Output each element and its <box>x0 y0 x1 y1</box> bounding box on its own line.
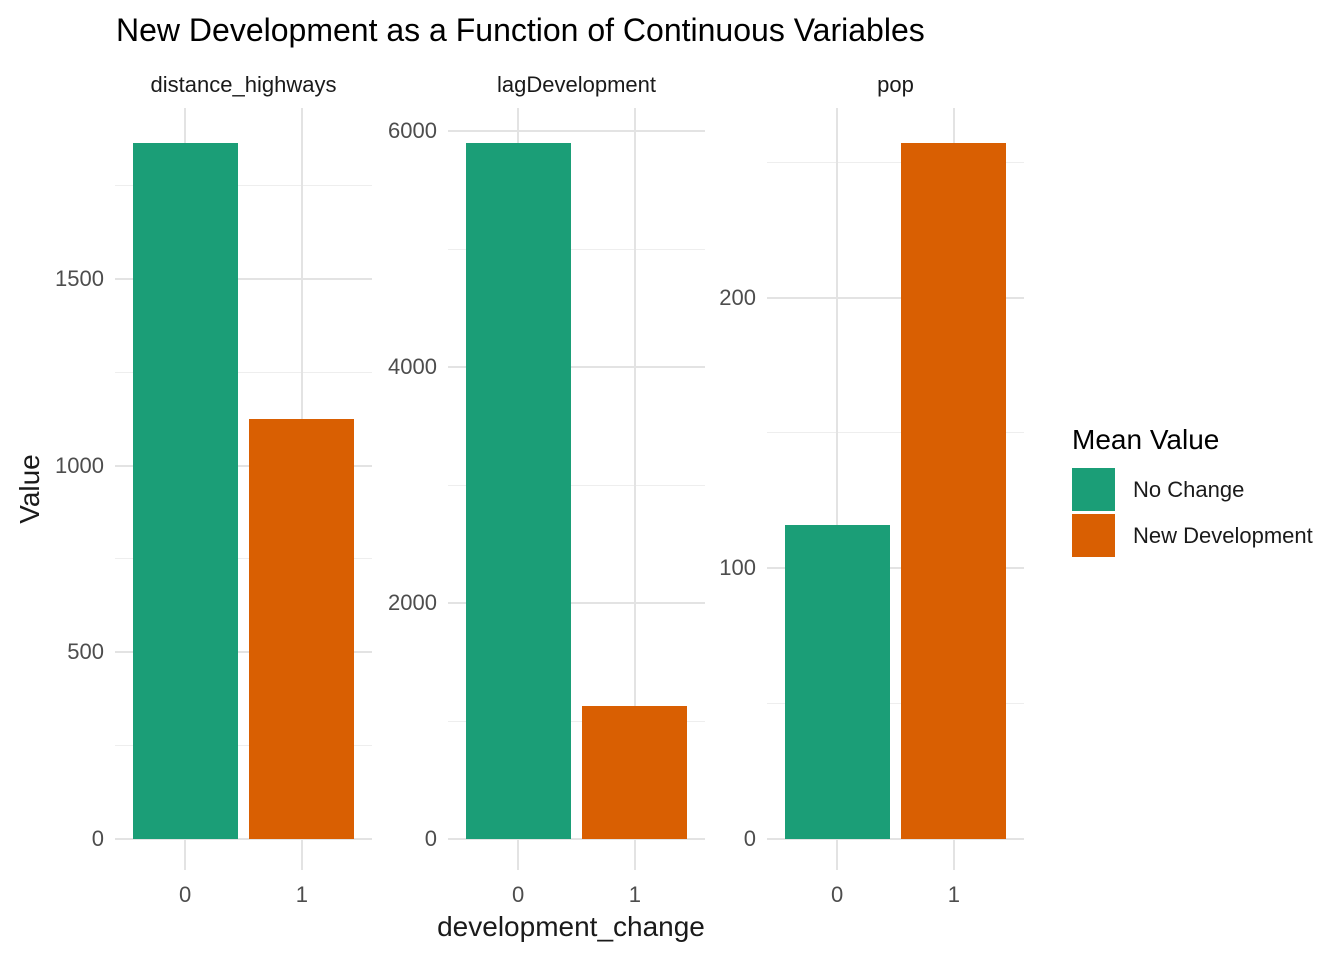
y-axis-tick-label: 2000 <box>388 590 437 615</box>
gridline-minor <box>448 720 705 722</box>
y-axis-tick-label: 4000 <box>388 354 437 379</box>
gridline-major <box>767 296 1024 299</box>
gridline-major <box>448 602 705 604</box>
gridline-major <box>448 130 705 132</box>
gridline-minor <box>115 745 372 747</box>
facet-strip-label: distance_highways <box>150 72 337 97</box>
gridline-minor <box>448 248 705 250</box>
legend-label-new-development: New Development <box>1133 522 1313 548</box>
legend-swatch-no-change <box>1072 468 1115 511</box>
gridline-minor <box>767 432 1024 434</box>
x-axis-tick-label: 0 <box>830 882 844 907</box>
plot-title: New Development as a Function of Continu… <box>116 12 925 48</box>
legend: Mean Value No Change New Development <box>1072 426 1313 560</box>
gridline-minor <box>767 703 1024 705</box>
bar-new-development <box>901 143 1007 839</box>
gridline-major <box>767 567 1024 570</box>
gridline-minor <box>115 185 372 187</box>
y-axis-tick-label: 1000 <box>55 452 104 478</box>
gridline-major <box>115 464 372 467</box>
gridline-major <box>115 651 372 654</box>
x-axis-title: development_change <box>437 911 705 942</box>
gridline-major <box>767 838 1024 840</box>
gridline-major <box>115 838 372 840</box>
legend-item-no-change: No Change <box>1072 468 1313 511</box>
y-axis-tick-label: 0 <box>424 826 437 851</box>
bar-new-development <box>582 706 688 839</box>
x-axis-tick-label: 1 <box>295 882 309 907</box>
gridline-minor <box>115 558 372 560</box>
facet-strip-label: pop <box>877 72 914 97</box>
legend-title: Mean Value <box>1072 424 1220 455</box>
gridline-vertical <box>836 108 839 870</box>
y-axis-tick-label: 500 <box>67 639 104 665</box>
facet-strip-label: lagDevelopment <box>497 72 656 97</box>
x-axis-tick-label: 1 <box>947 882 961 907</box>
x-axis-tick-label: 0 <box>178 882 192 907</box>
gridline-minor <box>767 161 1024 163</box>
y-axis-tick-label: 1500 <box>55 265 104 291</box>
legend-item-new-development: New Development <box>1072 514 1313 557</box>
gridline-minor <box>448 484 705 486</box>
x-axis-tick-label: 0 <box>511 882 525 907</box>
bar-no-change <box>465 142 571 839</box>
y-axis-tick-label: 200 <box>719 284 756 310</box>
y-axis-tick-label: 0 <box>91 826 104 851</box>
gridline-vertical <box>633 108 636 870</box>
bar-no-change <box>132 143 238 839</box>
gridline-major <box>115 277 372 280</box>
legend-swatch-new-development <box>1072 514 1115 557</box>
bar-no-change <box>784 524 890 839</box>
y-axis-tick-label: 100 <box>719 555 756 581</box>
x-axis-tick-label: 1 <box>628 882 642 907</box>
y-axis-tick-label: 0 <box>743 826 756 851</box>
y-axis-tick-label: 6000 <box>388 118 437 143</box>
legend-label-no-change: No Change <box>1133 476 1245 502</box>
y-axis-title: Value <box>14 454 45 524</box>
gridline-major <box>448 838 705 840</box>
bar-new-development <box>249 418 355 839</box>
gridline-minor <box>115 371 372 373</box>
gridline-major <box>448 366 705 368</box>
